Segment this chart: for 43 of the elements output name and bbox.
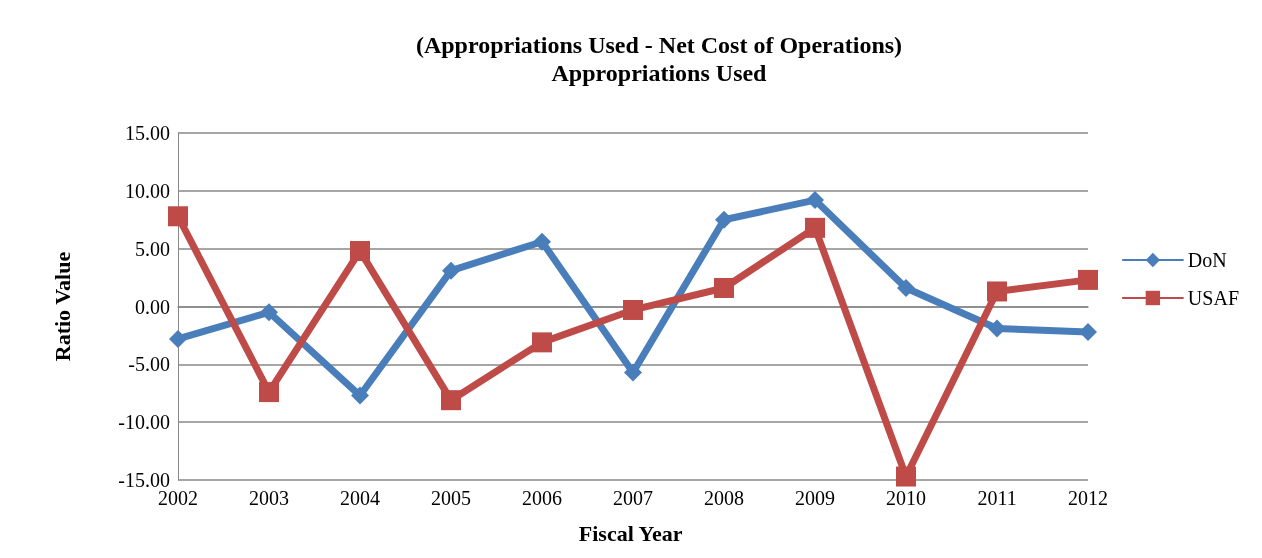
- x-tick-label: 2010: [886, 487, 926, 509]
- point: [624, 363, 642, 382]
- y-tick-label: 15.00: [125, 122, 170, 144]
- point: [897, 278, 915, 297]
- y-tick-label: 10.00: [125, 179, 170, 202]
- y-tick-label: -10.00: [118, 411, 170, 434]
- point: [987, 281, 1007, 302]
- point: [351, 386, 369, 405]
- x-tick-label: 2011: [977, 487, 1017, 509]
- point: [1078, 269, 1098, 290]
- x-tick-label: 2006: [522, 487, 562, 509]
- chart-title: (Appropriations Used - Net Cost of Operations): [415, 32, 903, 58]
- x-tick-label: 2005: [431, 487, 471, 509]
- y-tick-label: 5.00: [135, 237, 170, 260]
- point: [806, 191, 824, 210]
- point: [168, 206, 188, 227]
- x-tick-label: 2009: [795, 487, 835, 509]
- point: [532, 332, 552, 353]
- legend-label: DoN: [1187, 249, 1227, 271]
- point: [896, 466, 916, 487]
- point: [533, 232, 551, 251]
- point: [714, 277, 734, 298]
- x-tick-label: 2003: [249, 487, 289, 509]
- x-tick-label: 2007: [613, 487, 653, 509]
- point: [441, 390, 461, 411]
- x-tick-label: 2004: [340, 487, 380, 509]
- point: [805, 217, 825, 238]
- y-axis-title: Ratio Value: [49, 251, 75, 362]
- point: [623, 299, 643, 320]
- point: [988, 319, 1006, 338]
- point: [715, 210, 733, 229]
- x-axis-title: Fiscal Year: [578, 520, 683, 546]
- point: [169, 329, 187, 348]
- x-tick-label: 2012: [1068, 487, 1108, 509]
- y-tick-label: -5.00: [128, 353, 170, 376]
- legend-label: USAF: [1187, 287, 1240, 309]
- point: [260, 303, 278, 322]
- point: [350, 240, 370, 261]
- x-tick-label: 2008: [704, 487, 744, 509]
- point: [442, 261, 460, 280]
- chart-subtitle: Appropriations Used: [551, 60, 768, 86]
- y-tick-label: 0.00: [135, 295, 170, 318]
- point: [259, 382, 279, 403]
